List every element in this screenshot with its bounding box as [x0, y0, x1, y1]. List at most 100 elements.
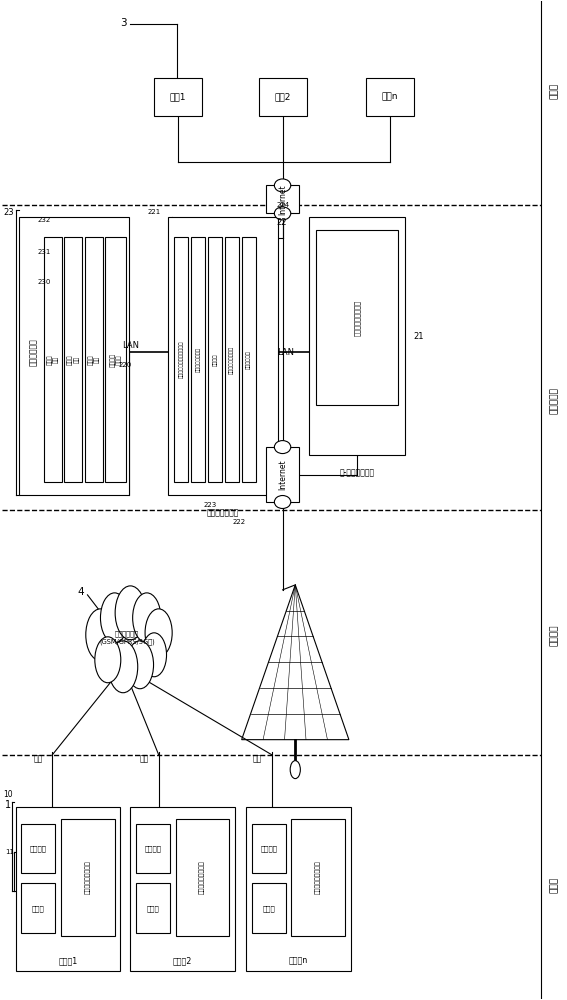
- Text: 用户2: 用户2: [274, 92, 291, 101]
- Circle shape: [86, 609, 115, 661]
- FancyBboxPatch shape: [242, 237, 256, 482]
- Text: 用户1: 用户1: [170, 92, 187, 101]
- FancyBboxPatch shape: [316, 230, 398, 405]
- FancyBboxPatch shape: [366, 78, 414, 116]
- FancyBboxPatch shape: [252, 824, 286, 873]
- Text: 打磨、走行控制主机: 打磨、走行控制主机: [315, 861, 321, 894]
- Text: Internet: Internet: [278, 184, 287, 215]
- Text: 天线: 天线: [253, 754, 262, 763]
- FancyBboxPatch shape: [252, 883, 286, 933]
- Circle shape: [133, 593, 161, 643]
- Text: 220: 220: [118, 362, 132, 368]
- Text: 诊断专
家库: 诊断专 家库: [67, 354, 79, 365]
- Circle shape: [290, 761, 301, 779]
- Text: 天线: 天线: [33, 754, 43, 763]
- Ellipse shape: [274, 179, 291, 192]
- Text: 数据库服务器: 数据库服务器: [29, 338, 39, 366]
- Text: 10: 10: [3, 790, 13, 799]
- Text: 远程用户
信息库: 远程用户 信息库: [109, 353, 122, 367]
- Text: 打磨车2: 打磨车2: [173, 957, 192, 966]
- Text: 打磨车1: 打磨车1: [58, 957, 78, 966]
- Text: 21: 21: [414, 332, 424, 341]
- FancyBboxPatch shape: [22, 824, 56, 873]
- Text: 11: 11: [5, 849, 14, 855]
- Text: 3: 3: [120, 18, 126, 28]
- Text: 车辆信
息库: 车辆信 息库: [88, 354, 100, 365]
- Text: 1: 1: [5, 800, 11, 810]
- FancyBboxPatch shape: [168, 217, 278, 495]
- Circle shape: [126, 641, 154, 689]
- Text: 打磨车监测、诊断数据获取: 打磨车监测、诊断数据获取: [179, 341, 184, 378]
- Text: 与车辆装置数据交互: 与车辆装置数据交互: [354, 300, 361, 336]
- FancyBboxPatch shape: [225, 237, 239, 482]
- Text: 交换机: 交换机: [147, 905, 159, 912]
- Text: 23: 23: [3, 208, 14, 217]
- FancyBboxPatch shape: [130, 807, 235, 971]
- Text: 车载装置: 车载装置: [145, 845, 162, 852]
- Text: LAN: LAN: [122, 341, 139, 350]
- FancyBboxPatch shape: [61, 819, 115, 936]
- FancyBboxPatch shape: [136, 824, 170, 873]
- Text: 车载装置: 车载装置: [30, 845, 47, 852]
- Text: 地面服务器: 地面服务器: [549, 387, 558, 414]
- FancyBboxPatch shape: [291, 819, 345, 936]
- FancyBboxPatch shape: [266, 185, 299, 213]
- FancyBboxPatch shape: [105, 237, 126, 482]
- Text: Internet: Internet: [278, 459, 287, 490]
- Text: 客户端: 客户端: [549, 83, 558, 99]
- Text: 专家诊断: 专家诊断: [212, 353, 217, 366]
- Text: 车辆信息管理: 车辆信息管理: [246, 350, 251, 369]
- FancyBboxPatch shape: [259, 78, 307, 116]
- FancyBboxPatch shape: [310, 217, 405, 455]
- Circle shape: [115, 586, 146, 640]
- Text: 打磨、走行控制主机: 打磨、走行控制主机: [200, 861, 205, 894]
- Circle shape: [145, 609, 172, 657]
- Text: 信息查询与统计分析: 信息查询与统计分析: [229, 346, 234, 374]
- FancyBboxPatch shape: [246, 807, 350, 971]
- Text: 223: 223: [204, 502, 217, 508]
- Text: 车辆装置状态监测: 车辆装置状态监测: [196, 347, 200, 372]
- Text: 交换机: 交换机: [32, 905, 45, 912]
- Ellipse shape: [274, 207, 291, 220]
- Text: 221: 221: [147, 209, 161, 215]
- Ellipse shape: [274, 496, 291, 508]
- Text: 222: 222: [232, 519, 246, 525]
- Text: 用户n: 用户n: [382, 92, 398, 101]
- FancyBboxPatch shape: [174, 237, 188, 482]
- Text: 车-地通信服务器: 车-地通信服务器: [340, 469, 375, 478]
- FancyBboxPatch shape: [154, 78, 202, 116]
- Text: 4: 4: [77, 587, 84, 597]
- FancyBboxPatch shape: [176, 819, 229, 936]
- Text: 224: 224: [277, 202, 290, 208]
- FancyBboxPatch shape: [84, 237, 103, 482]
- Text: LAN: LAN: [277, 348, 294, 357]
- Polygon shape: [92, 600, 168, 675]
- FancyBboxPatch shape: [136, 883, 170, 933]
- Circle shape: [142, 633, 167, 677]
- Text: 天线: 天线: [140, 754, 149, 763]
- Circle shape: [100, 593, 129, 643]
- Text: 231: 231: [37, 249, 50, 255]
- FancyBboxPatch shape: [266, 447, 299, 502]
- Text: 无线传输网络
(GSM/GPRS/3G等): 无线传输网络 (GSM/GPRS/3G等): [99, 631, 155, 645]
- Text: 历史数
据库: 历史数 据库: [47, 354, 59, 365]
- Ellipse shape: [274, 441, 291, 454]
- Text: 230: 230: [37, 279, 50, 285]
- Text: 车载端: 车载端: [549, 876, 558, 893]
- Text: 无线传输: 无线传输: [549, 624, 558, 646]
- FancyBboxPatch shape: [16, 807, 120, 971]
- FancyBboxPatch shape: [208, 237, 222, 482]
- Text: 打磨车n: 打磨车n: [289, 957, 308, 966]
- FancyBboxPatch shape: [191, 237, 205, 482]
- Text: 232: 232: [37, 217, 50, 223]
- FancyBboxPatch shape: [44, 237, 62, 482]
- FancyBboxPatch shape: [64, 237, 82, 482]
- FancyBboxPatch shape: [22, 883, 56, 933]
- Circle shape: [108, 641, 138, 693]
- Text: 22: 22: [277, 218, 287, 227]
- FancyBboxPatch shape: [19, 217, 129, 495]
- Circle shape: [95, 637, 121, 683]
- Text: 故障诊断服务器: 故障诊断服务器: [207, 508, 239, 517]
- Text: 车载装置: 车载装置: [260, 845, 277, 852]
- Text: 交换机: 交换机: [263, 905, 275, 912]
